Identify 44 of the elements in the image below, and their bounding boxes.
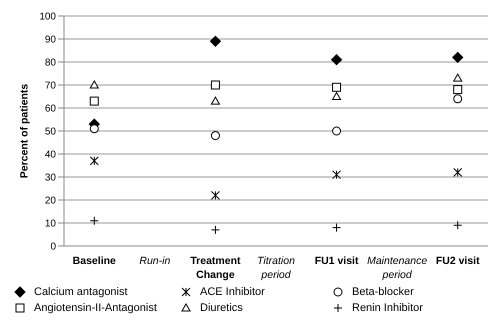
point [453, 168, 462, 177]
x-tick-label: Maintenance period [367, 255, 428, 281]
legend-label: Calcium antagonist [34, 286, 128, 298]
point [210, 80, 220, 90]
y-tick-label: 20 [44, 196, 56, 207]
x-tick-label: Treatment Change [190, 255, 242, 281]
y-axis-title: Percent of patients [18, 84, 31, 178]
point [453, 94, 462, 104]
y-tick-label: 70 [44, 80, 56, 92]
legend-label: Beta-blocker [352, 286, 414, 298]
y-tick-label: 80 [44, 58, 56, 69]
y-tick-label: 100 [39, 12, 56, 23]
point [90, 80, 99, 88]
y-tick-label: 30 [44, 172, 56, 184]
legend-label: Renin Inhibitor [352, 302, 423, 314]
legend-label: Diuretics [200, 302, 243, 314]
point [90, 156, 99, 166]
legend-label: ACE Inhibitor [200, 286, 265, 298]
x-tick-label: Baseline [72, 255, 116, 267]
y-tick-label: 50 [44, 126, 56, 138]
legend-label: Angiotensin-II-Antagonist [34, 302, 157, 314]
y-tick-label: 40 [44, 150, 56, 161]
x-tick-label: Run-in [139, 255, 170, 267]
y-tick-label: 90 [44, 34, 56, 46]
point [332, 170, 342, 180]
point [210, 36, 221, 47]
point [332, 126, 342, 136]
point [331, 54, 342, 66]
point [452, 52, 464, 63]
x-tick-label: Titration period [257, 255, 296, 281]
point [90, 124, 99, 134]
y-tick-label: 60 [44, 104, 56, 115]
point [90, 96, 99, 106]
x-tick-label: FU1 visit [314, 255, 359, 267]
point [453, 74, 462, 82]
y-tick-label: 0 [50, 242, 56, 253]
point [210, 131, 220, 140]
y-tick-label: 10 [44, 218, 56, 230]
point [332, 82, 342, 92]
point [453, 85, 462, 94]
x-tick-label: FU2 visit [436, 255, 480, 267]
point [332, 92, 342, 100]
point [210, 190, 220, 200]
point [210, 96, 220, 105]
